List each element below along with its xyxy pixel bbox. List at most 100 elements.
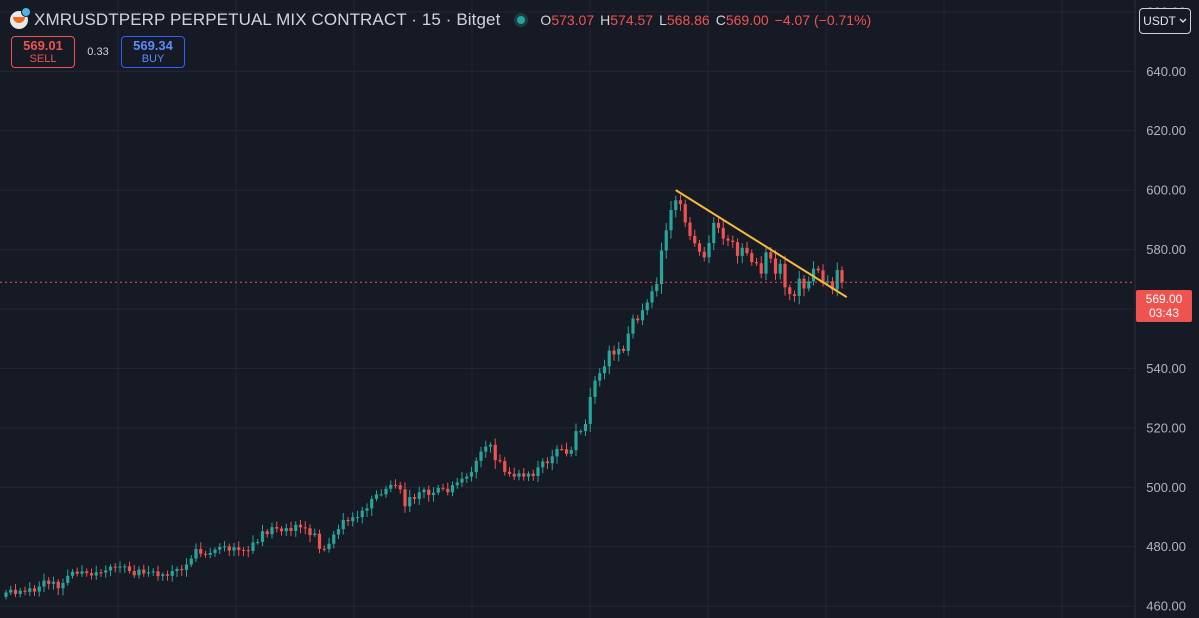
candle-body: [693, 235, 697, 244]
candle-body: [341, 519, 345, 530]
candle-body: [260, 531, 265, 542]
candle-body: [507, 471, 512, 474]
candle-body: [265, 531, 269, 535]
buy-button[interactable]: 569.34 BUY: [121, 36, 185, 68]
candle-body: [493, 444, 497, 461]
buy-price: 569.34: [133, 38, 173, 53]
candle-body: [560, 448, 564, 450]
last-price-value: 569.00: [1145, 292, 1183, 306]
candle-body: [545, 461, 550, 464]
candle-body: [232, 547, 236, 551]
candle-body: [469, 472, 474, 477]
candle-body: [474, 460, 478, 473]
candle-body: [384, 488, 388, 495]
candle-body: [697, 243, 702, 252]
sell-button[interactable]: 569.01 SELL: [11, 36, 75, 68]
candle-body: [735, 242, 740, 256]
y-tick-label: 640.00: [1146, 64, 1186, 79]
candle-body: [322, 548, 326, 550]
candle-body: [99, 572, 103, 574]
candle-body: [113, 566, 117, 568]
candle-body: [745, 247, 749, 254]
candle-body: [645, 302, 649, 311]
candle-body: [56, 581, 60, 589]
candle-body: [792, 294, 797, 296]
candle-body: [721, 227, 725, 239]
ohlc-open-label: O: [540, 12, 552, 28]
y-tick-label: 620.00: [1146, 123, 1186, 138]
candle-body: [32, 588, 37, 592]
currency-label: USDT: [1143, 14, 1176, 28]
candle-body: [227, 546, 231, 551]
candle-body: [607, 350, 611, 367]
candle-body: [89, 573, 94, 576]
ohlc-close-label: C: [715, 12, 726, 28]
candle-body: [555, 448, 559, 457]
last-price-label: 569.00 03:43: [1136, 290, 1192, 322]
candle-body: [655, 284, 659, 292]
candle-body: [184, 564, 189, 570]
candle-body: [579, 431, 583, 433]
candle-body: [522, 473, 526, 477]
candle-body: [712, 222, 716, 244]
candle-body: [355, 516, 360, 518]
candle-body: [170, 571, 174, 576]
candle-body: [569, 450, 573, 454]
candle-body: [816, 268, 820, 271]
candle-body: [602, 366, 607, 374]
market-open-status-icon: [514, 13, 529, 27]
candle-body: [631, 318, 635, 334]
candle-body: [403, 489, 407, 507]
candle-body: [427, 489, 431, 495]
candle-body: [512, 473, 516, 477]
candle-body: [626, 333, 630, 351]
candle-body: [374, 494, 379, 499]
candle-body: [436, 487, 440, 493]
candle-body: [574, 431, 578, 451]
ohlc-high: 574.57: [610, 12, 654, 28]
candle-body: [754, 262, 759, 264]
candle-body: [811, 268, 816, 282]
candle-body: [66, 575, 70, 583]
candle-body: [132, 571, 136, 576]
candle-body: [23, 590, 27, 592]
candle-body: [531, 473, 535, 476]
candle-body: [412, 497, 417, 499]
symbol-title[interactable]: XMRUSDTPERP PERPETUAL MIX CONTRACT · 15 …: [34, 10, 501, 29]
candle-body: [640, 310, 645, 321]
candle-body: [517, 473, 521, 477]
candle-body: [365, 508, 369, 511]
candle-body: [118, 566, 122, 568]
candle-countdown: 03:43: [1148, 306, 1180, 320]
candle-body: [498, 460, 502, 462]
candle-body: [564, 449, 569, 454]
candle-body: [617, 348, 621, 355]
trading-panel: 569.01 SELL 0.33 569.34 BUY: [11, 36, 185, 68]
candle-body: [835, 270, 839, 290]
candle-body: [431, 492, 436, 495]
y-tick-label: 500.00: [1146, 480, 1186, 495]
candle-body: [85, 571, 89, 574]
candle-body: [51, 581, 56, 584]
trendline[interactable]: [675, 189, 848, 298]
candle-body: [294, 524, 298, 531]
candle-body: [621, 348, 626, 351]
candle-body: [422, 489, 426, 493]
candle-body: [175, 568, 179, 572]
candle-body: [270, 527, 274, 535]
candle-body: [237, 547, 241, 550]
candle-body: [598, 373, 602, 381]
y-tick-label: 540.00: [1146, 361, 1186, 376]
candle-body: [446, 488, 450, 493]
candle-body: [251, 542, 255, 551]
candle-body: [807, 281, 811, 289]
currency-dropdown[interactable]: USDT: [1139, 8, 1191, 34]
candle-body: [70, 571, 75, 576]
candle-body: [123, 566, 127, 568]
candle-body: [797, 278, 801, 296]
candle-body: [769, 252, 773, 259]
candle-body: [47, 580, 51, 584]
candle-body: [161, 574, 165, 577]
candle-body: [151, 571, 155, 573]
